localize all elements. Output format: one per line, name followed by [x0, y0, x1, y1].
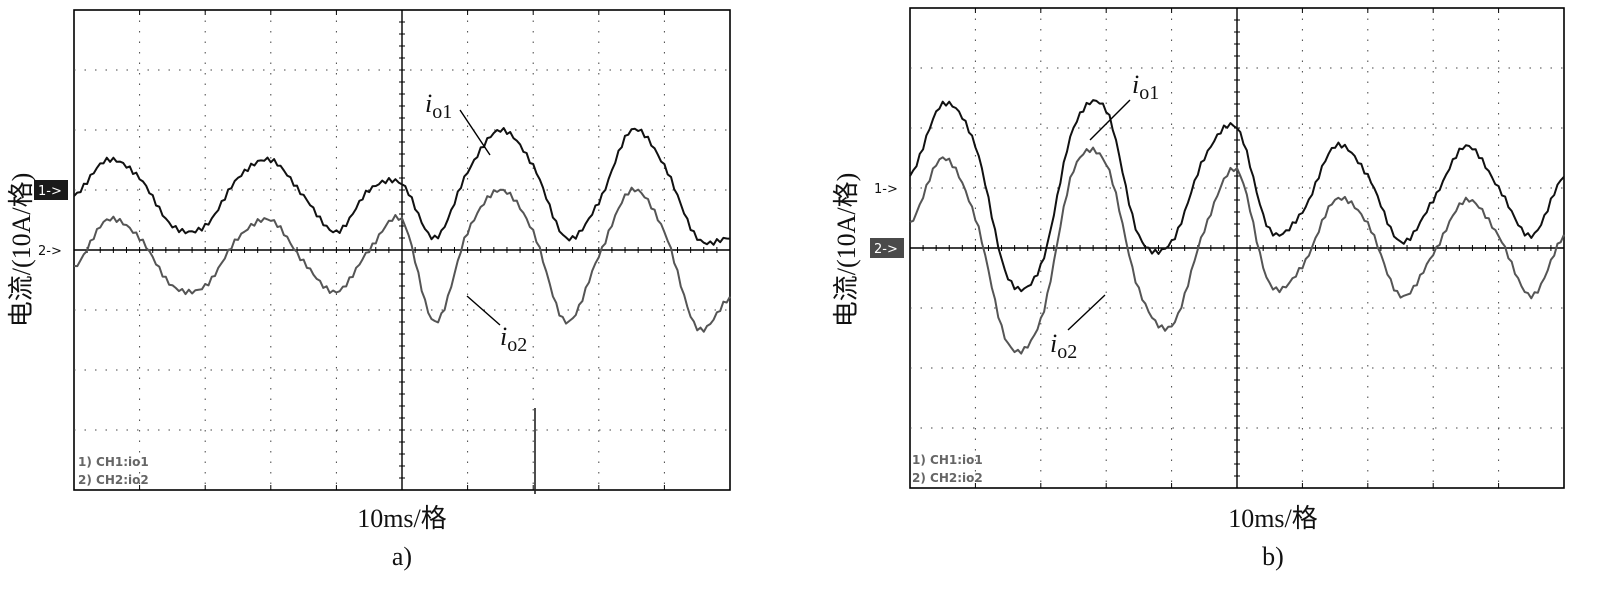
- panel-b-trace-io1: [909, 99, 1565, 293]
- panel-a-x-axis-label: 10ms/格: [357, 504, 447, 533]
- panel-a-channel-marker-box: [34, 180, 68, 200]
- panel-a-trace-io1: [73, 127, 731, 246]
- panel-b: 1-> 2-> 电流/(10A/格) 10ms/格 b) 1) CH1:io1 2…: [832, 7, 1565, 571]
- panel-a-grid: [74, 10, 730, 490]
- panel-b-io2-leader-line: [1067, 294, 1106, 331]
- panel-b-trace-io2: [909, 146, 1565, 355]
- panel-a-io2-annotation: io2: [500, 322, 527, 356]
- panel-a: 1-> 2-> 电流/(10A/格) 10ms/格 a) 1) CH1:io1 2…: [7, 9, 731, 571]
- panel-b-y-axis-label: 电流/(10A/格): [832, 173, 861, 328]
- panel-b-io1-leader-line: [1089, 99, 1131, 141]
- panel-b-subplot-label: b): [1262, 542, 1284, 571]
- panel-a-io1-leader-line: [459, 109, 491, 156]
- panel-a-io2-leader-line: [466, 295, 501, 326]
- panel-a-traces: [73, 127, 731, 333]
- panel-b-legend-ch1: 1) CH1:io1: [912, 453, 983, 467]
- panel-b-io1-annotation: io1: [1132, 70, 1159, 104]
- panel-a-trace-io2: [73, 186, 731, 333]
- panel-a-subplot-label: a): [392, 542, 412, 571]
- panel-a-channel-marker-label: 2->: [38, 244, 62, 259]
- panel-b-x-axis-label: 10ms/格: [1228, 504, 1318, 533]
- panel-b-io2-annotation: io2: [1050, 329, 1077, 363]
- panel-a-channel-markers: 1-> 2->: [34, 180, 68, 259]
- panel-b-channel-markers: 1-> 2->: [870, 182, 904, 258]
- panel-a-y-axis-label: 电流/(10A/格): [7, 173, 36, 328]
- panel-b-grid: [910, 8, 1564, 488]
- panel-b-channel-marker-box: [870, 238, 904, 258]
- panel-b-legend-ch2: 2) CH2:io2: [912, 471, 983, 485]
- panel-b-channel-marker-label: 1->: [874, 182, 898, 197]
- panel-a-channel-marker-label: 1->: [38, 184, 62, 199]
- panel-a-legend-ch2: 2) CH2:io2: [78, 473, 149, 487]
- panel-b-traces: [909, 99, 1565, 355]
- panel-b-channel-marker-label: 2->: [874, 242, 898, 257]
- panel-a-io1-annotation: io1: [425, 89, 452, 123]
- panel-a-legend-ch1: 1) CH1:io1: [78, 455, 149, 469]
